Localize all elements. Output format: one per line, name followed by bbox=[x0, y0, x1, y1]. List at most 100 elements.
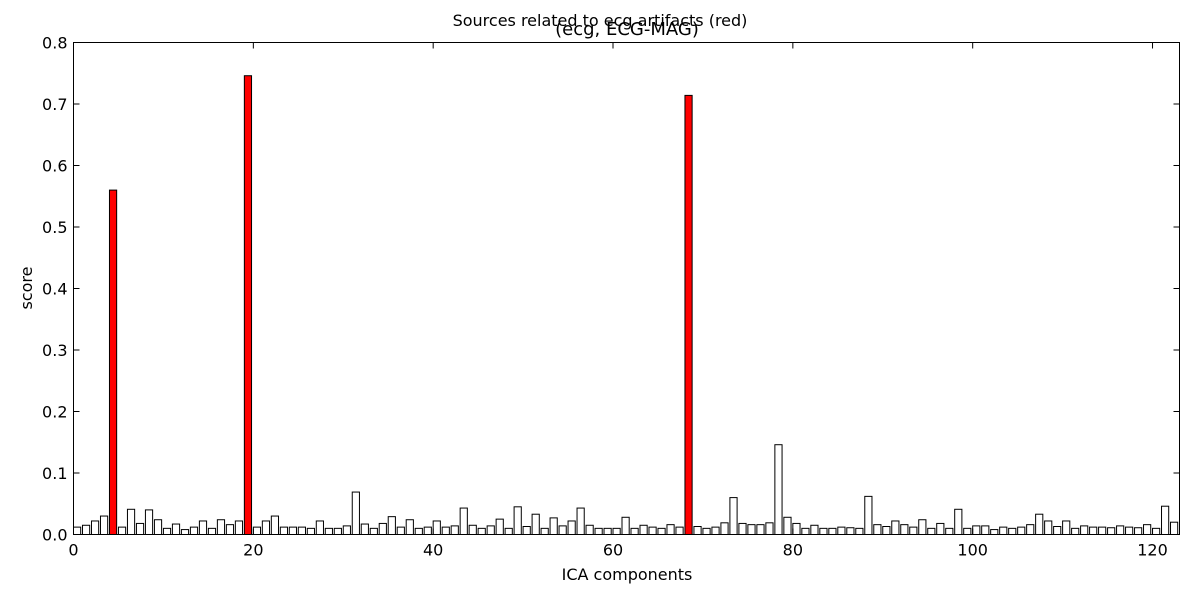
bar bbox=[918, 519, 927, 535]
bar bbox=[1152, 527, 1161, 535]
bar bbox=[693, 526, 702, 535]
bar-highlighted bbox=[684, 94, 693, 535]
bar bbox=[1125, 526, 1134, 535]
bar bbox=[189, 526, 199, 535]
bar bbox=[576, 507, 585, 535]
bar bbox=[900, 524, 909, 535]
bar bbox=[207, 527, 217, 535]
bar bbox=[522, 526, 531, 535]
bar bbox=[819, 527, 828, 535]
bar bbox=[342, 525, 351, 536]
bar bbox=[810, 524, 819, 536]
bar bbox=[324, 527, 333, 535]
bar bbox=[1089, 526, 1098, 535]
y-tick-label: 0.7 bbox=[42, 95, 67, 114]
bar bbox=[648, 526, 657, 535]
bar bbox=[990, 529, 999, 536]
bar bbox=[657, 527, 666, 535]
bar bbox=[297, 526, 306, 535]
y-tick-label: 0.1 bbox=[42, 464, 67, 483]
bar bbox=[558, 525, 567, 536]
bar bbox=[999, 526, 1008, 535]
bar bbox=[405, 519, 414, 535]
chart-title: (ecg, ECG-MAG) bbox=[555, 19, 699, 40]
y-axis-label: score bbox=[17, 267, 36, 310]
x-tick-label: 80 bbox=[783, 541, 803, 560]
bar bbox=[225, 524, 235, 535]
bar bbox=[198, 520, 208, 535]
bar bbox=[756, 524, 765, 535]
bar bbox=[162, 527, 172, 535]
x-tick-label: 120 bbox=[1137, 541, 1168, 560]
y-tick-label: 0.8 bbox=[42, 34, 67, 53]
bar bbox=[594, 527, 603, 535]
bar bbox=[954, 508, 963, 536]
bar bbox=[891, 520, 900, 535]
bar bbox=[378, 522, 387, 535]
bar bbox=[981, 525, 990, 536]
bar bbox=[135, 522, 145, 535]
x-tick-label: 40 bbox=[423, 541, 443, 560]
bar bbox=[801, 527, 810, 535]
bar-highlighted bbox=[243, 75, 253, 536]
bar bbox=[540, 527, 549, 535]
bar bbox=[837, 526, 846, 535]
bar bbox=[909, 526, 918, 535]
y-tick-label: 0.6 bbox=[42, 157, 67, 176]
bar bbox=[1044, 520, 1053, 535]
bar bbox=[1071, 527, 1080, 535]
bar bbox=[279, 526, 288, 535]
bar bbox=[945, 527, 954, 535]
bar bbox=[306, 527, 315, 535]
bar bbox=[387, 516, 396, 535]
bar bbox=[81, 524, 91, 536]
bar bbox=[351, 491, 360, 535]
x-tick-label: 0 bbox=[68, 541, 78, 560]
bar bbox=[531, 513, 540, 536]
bar bbox=[261, 520, 271, 535]
x-tick-label: 100 bbox=[957, 541, 988, 560]
bar bbox=[180, 529, 190, 536]
bar bbox=[972, 525, 981, 536]
bar bbox=[171, 523, 181, 535]
y-axis: 0.0 0.1 0.2 0.3 0.4 0.5 0.6 0.7 0.8 bbox=[42, 34, 1180, 545]
y-tick-label: 0.0 bbox=[42, 526, 67, 545]
bar bbox=[1017, 526, 1026, 535]
bar bbox=[477, 527, 486, 535]
bar bbox=[73, 526, 82, 535]
bar bbox=[873, 524, 882, 535]
bar bbox=[234, 520, 244, 535]
bar bbox=[720, 522, 729, 536]
bar bbox=[270, 515, 280, 535]
bar bbox=[567, 520, 576, 535]
bar bbox=[414, 527, 423, 535]
y-tick-label: 0.3 bbox=[42, 341, 67, 360]
bar bbox=[747, 524, 756, 535]
bar bbox=[666, 524, 675, 535]
bar bbox=[549, 517, 558, 536]
bar bbox=[360, 523, 369, 535]
bar bbox=[1053, 526, 1062, 535]
bar bbox=[459, 507, 468, 535]
bar bbox=[1008, 527, 1017, 535]
bar bbox=[1080, 525, 1089, 536]
bar bbox=[621, 516, 630, 536]
bar bbox=[513, 506, 522, 536]
bar bbox=[90, 520, 100, 535]
bar bbox=[828, 527, 837, 535]
x-axis-label: ICA components bbox=[562, 565, 693, 584]
bar bbox=[963, 527, 972, 535]
bar bbox=[1170, 521, 1179, 536]
bar bbox=[864, 495, 873, 535]
bar bbox=[333, 527, 342, 535]
bar bbox=[702, 527, 711, 535]
bar bbox=[1035, 513, 1044, 536]
bar bbox=[639, 524, 648, 536]
bar bbox=[585, 524, 594, 536]
bar bbox=[882, 526, 891, 535]
bar bbox=[1134, 527, 1143, 535]
bar bbox=[441, 526, 450, 535]
bar bbox=[855, 527, 864, 535]
bar bbox=[783, 516, 792, 536]
bar bbox=[288, 526, 297, 535]
